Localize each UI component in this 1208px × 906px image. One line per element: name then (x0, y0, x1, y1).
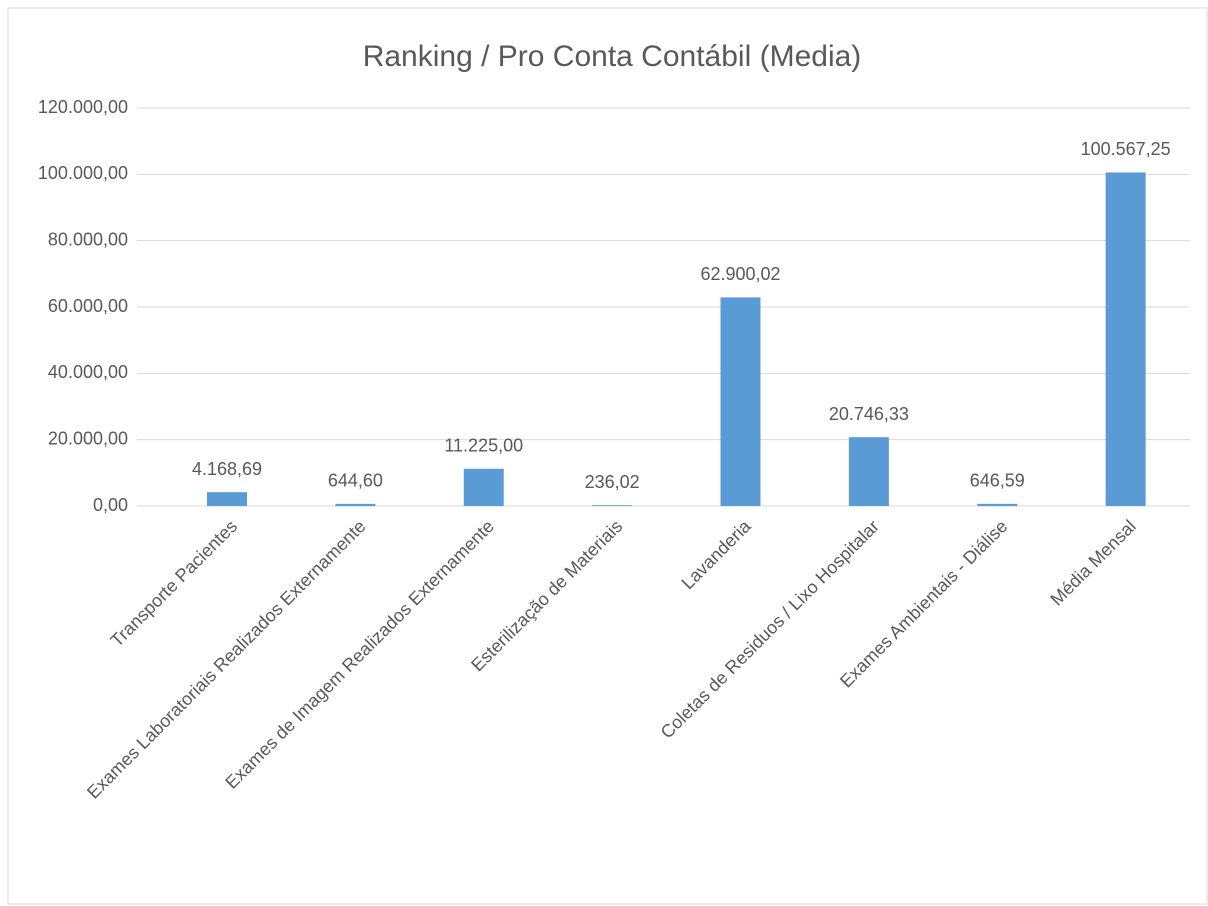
y-tick-label: 100.000,00 (38, 163, 128, 183)
data-label: 4.168,69 (192, 459, 262, 479)
data-label: 644,60 (328, 471, 383, 491)
y-tick-label: 60.000,00 (48, 296, 128, 316)
y-tick-label: 20.000,00 (48, 428, 128, 448)
data-label: 20.746,33 (829, 404, 909, 424)
data-label: 11.225,00 (444, 436, 523, 456)
bar (207, 492, 247, 506)
data-label: 236,02 (585, 472, 640, 492)
data-label: 62.900,02 (700, 264, 780, 284)
bar (335, 503, 376, 506)
data-label: 646,59 (970, 471, 1025, 491)
bar (977, 503, 1018, 506)
chart-title: Ranking / Pro Conta Contábil (Media) (363, 40, 862, 73)
chart-border (7, 7, 1208, 905)
y-tick-label: 40.000,00 (48, 362, 128, 382)
y-tick-label: 80.000,00 (48, 229, 128, 249)
bar (720, 297, 761, 506)
data-label: 100.567,25 (1081, 139, 1171, 159)
y-tick-label: 0,00 (93, 495, 128, 515)
bar (1105, 172, 1146, 506)
bar (848, 437, 889, 506)
bar (463, 468, 504, 506)
bar (592, 505, 633, 506)
y-tick-label: 120.000,00 (38, 97, 128, 117)
